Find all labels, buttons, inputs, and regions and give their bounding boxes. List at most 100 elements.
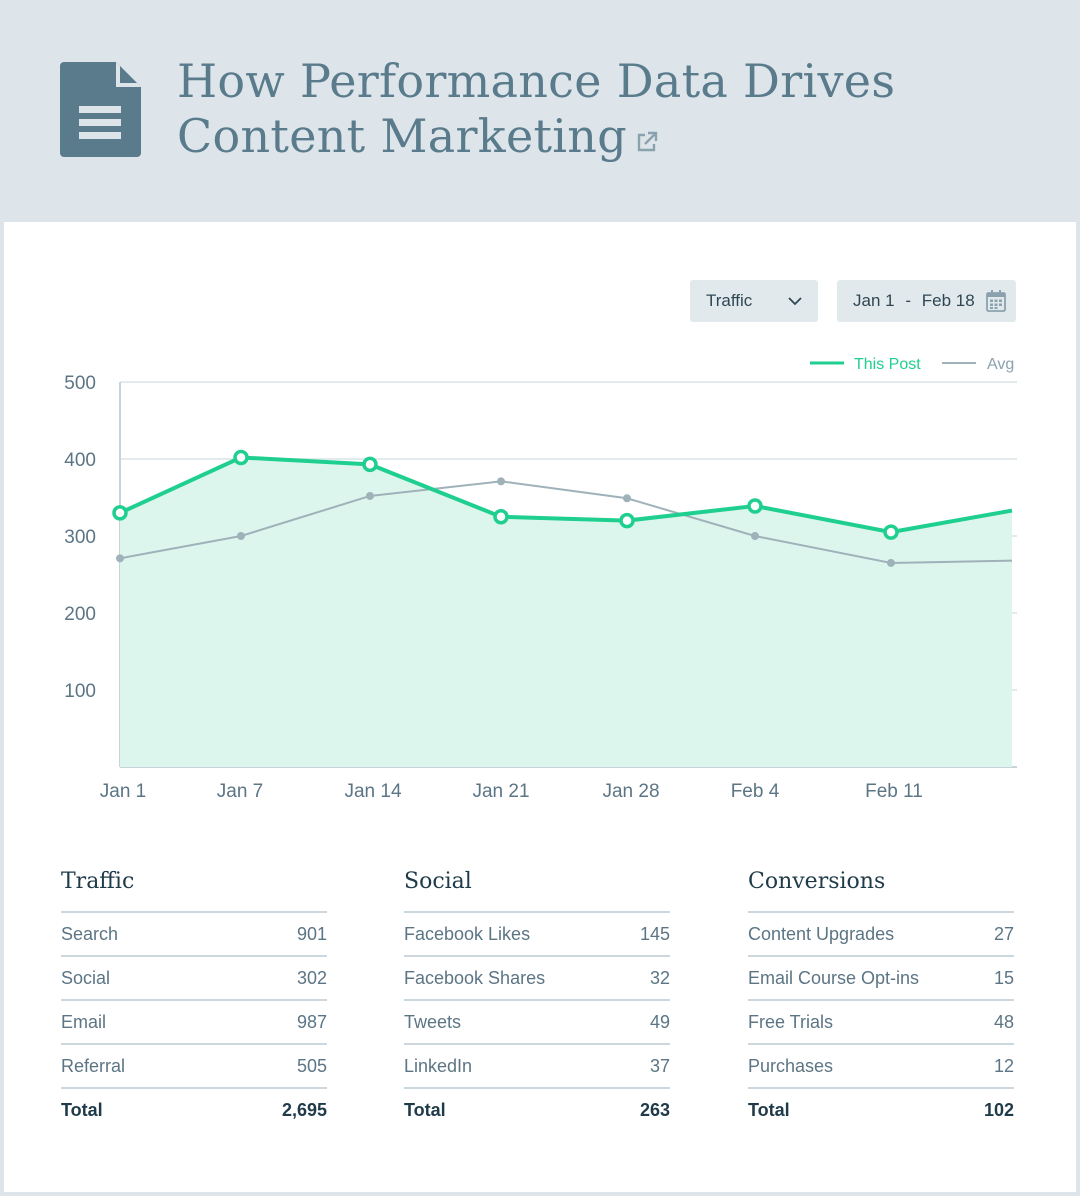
table-title: Social	[404, 869, 472, 894]
y-tick-label: 200	[64, 604, 96, 625]
data-point-avg	[887, 558, 895, 567]
table-total-row: Total 263	[404, 1089, 670, 1131]
x-tick-label: Jan 28	[602, 781, 659, 802]
date-range-text: Jan 1 - Feb 18	[853, 291, 975, 311]
table-row: Facebook Shares 32	[404, 957, 670, 1001]
data-point-this-post	[493, 509, 509, 525]
data-point-this-post	[619, 512, 635, 529]
row-label: Content Upgrades	[748, 923, 895, 944]
row-value: 48	[993, 1011, 1014, 1032]
total-label: Total	[748, 1099, 790, 1120]
date-range-picker[interactable]: Jan 1 - Feb 18	[837, 280, 1016, 322]
row-value: 15	[993, 967, 1014, 988]
row-value: 37	[649, 1055, 670, 1076]
row-value: 987	[296, 1011, 327, 1032]
row-value: 32	[649, 967, 670, 988]
data-point-this-post	[112, 505, 128, 521]
analytics-card: Traffic Jan 1 - Feb 18 100 200 300 400 500 Ja…	[4, 222, 1076, 1192]
row-label: Social	[61, 967, 111, 988]
date-range-separator: -	[905, 291, 911, 310]
summary-table-social: Social Facebook Likes 145 Facebook Shares 32…	[404, 867, 670, 1131]
table-total-row: Total 102	[748, 1089, 1014, 1131]
table-row: Purchases 12	[748, 1045, 1014, 1089]
table-row: Social 302	[61, 957, 327, 1001]
table-row: Email Course Opt-ins 15	[748, 957, 1014, 1001]
calendar-icon	[986, 290, 1006, 312]
row-label: Referral	[61, 1055, 126, 1076]
row-label: LinkedIn	[404, 1055, 473, 1076]
page-title-line2: Content Marketing	[177, 109, 627, 163]
y-tick-label: 400	[64, 450, 96, 471]
row-value: 505	[296, 1055, 327, 1076]
table-row: Referral 505	[61, 1045, 327, 1089]
table-row: Search 901	[61, 913, 327, 957]
x-tick-label: Jan 7	[217, 781, 263, 802]
row-value: 302	[296, 967, 327, 988]
table-rows: Content Upgrades 27 Email Course Opt-ins 15…	[748, 911, 1014, 1131]
traffic-line-chart: 100 200 300 400 500 Jan 1 Jan 7 Jan 14 Jan 21 Jan…	[64, 356, 1017, 802]
total-label: Total	[61, 1099, 103, 1120]
table-row: LinkedIn 37	[404, 1045, 670, 1089]
page-title-line1: How Performance Data Drives	[177, 54, 896, 108]
data-point-avg	[237, 532, 245, 540]
row-label: Email Course Opt-ins	[748, 967, 920, 988]
legend-label-this-post: This Post	[854, 356, 921, 373]
x-tick-label: Feb 11	[865, 781, 923, 802]
x-tick-label: Jan 14	[344, 781, 401, 802]
summary-table-traffic: Traffic Search 901 Social 302 Email 987 Referra…	[61, 867, 327, 1131]
row-value: 145	[639, 923, 670, 944]
data-point-avg	[116, 554, 124, 563]
date-range-end: Feb 18	[921, 291, 975, 310]
data-point-avg	[497, 477, 505, 486]
page-header: How Performance Data Drives Content Mark…	[0, 0, 1080, 222]
total-value: 263	[639, 1099, 670, 1120]
x-tick-label: Jan 21	[472, 781, 529, 802]
table-rows: Search 901 Social 302 Email 987 Referral 505 Tot…	[61, 911, 327, 1131]
table-row: Facebook Likes 145	[404, 913, 670, 957]
date-range-start: Jan 1	[853, 291, 895, 310]
page-title: How Performance Data Drives Content Mark…	[177, 54, 895, 164]
table-row: Email 987	[61, 1001, 327, 1045]
table-total-row: Total 2,695	[61, 1089, 327, 1131]
total-value: 2,695	[281, 1099, 327, 1120]
metric-select-value: Traffic	[706, 291, 753, 310]
metric-select[interactable]: Traffic	[690, 280, 818, 322]
row-value: 27	[993, 923, 1014, 944]
table-row: Content Upgrades 27	[748, 913, 1014, 957]
row-label: Search	[61, 923, 119, 944]
data-point-this-post	[883, 524, 899, 540]
table-row: Tweets 49	[404, 1001, 670, 1045]
total-value: 102	[983, 1099, 1014, 1120]
document-icon	[60, 62, 141, 157]
chevron-down-icon	[788, 296, 802, 305]
data-point-avg	[751, 532, 759, 540]
x-tick-label: Jan 1	[100, 781, 146, 802]
series-line-avg	[119, 480, 1013, 564]
y-tick-label: 300	[64, 527, 96, 548]
row-label: Facebook Likes	[404, 923, 531, 944]
row-value: 901	[296, 923, 327, 944]
y-tick-label: 100	[64, 681, 96, 702]
external-link-icon[interactable]	[635, 130, 659, 154]
table-title: Traffic	[61, 869, 135, 894]
total-label: Total	[404, 1099, 446, 1120]
y-tick-label: 500	[64, 373, 96, 394]
row-label: Tweets	[404, 1011, 462, 1032]
data-point-this-post	[233, 449, 249, 466]
table-rows: Facebook Likes 145 Facebook Shares 32 Tweets…	[404, 911, 670, 1131]
row-label: Email	[61, 1011, 107, 1032]
x-tick-label: Feb 4	[731, 781, 780, 802]
table-row: Free Trials 48	[748, 1001, 1014, 1045]
data-point-this-post	[362, 456, 378, 473]
row-label: Free Trials	[748, 1011, 834, 1032]
legend-label-avg: Avg	[987, 356, 1014, 373]
data-point-avg	[623, 494, 631, 503]
row-value: 49	[649, 1011, 670, 1032]
this-post-area	[120, 457, 1012, 767]
row-label: Purchases	[748, 1055, 834, 1076]
table-title: Conversions	[748, 869, 886, 894]
summary-table-conversions: Conversions Content Upgrades 27 Email Cours…	[748, 867, 1014, 1131]
row-label: Facebook Shares	[404, 967, 546, 988]
row-value: 12	[993, 1055, 1014, 1076]
series-line-this-post	[119, 455, 1013, 535]
